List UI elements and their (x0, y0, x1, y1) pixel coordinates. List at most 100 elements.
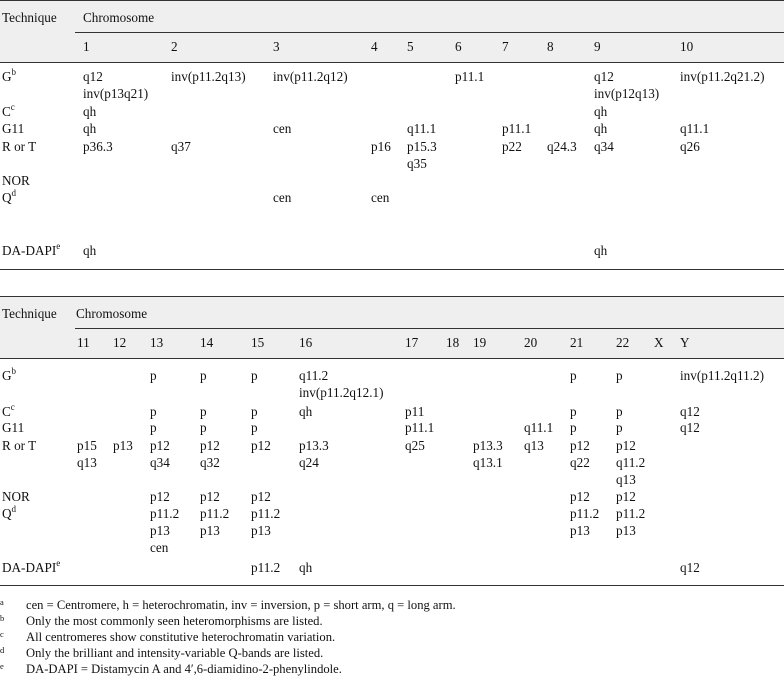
footnote-ref: c (10, 401, 15, 412)
column-header-rule (0, 358, 784, 359)
footnote-mark: d (0, 645, 5, 655)
row-label-text: C (2, 404, 11, 419)
table-cell: p12 (200, 438, 220, 453)
table-cell: p (251, 368, 258, 383)
footnote-ref: b (11, 365, 17, 376)
table-cell: p (251, 404, 258, 419)
table-cell: p16 (371, 139, 391, 154)
footnote-ref: e (56, 557, 61, 568)
row-label: G11 (2, 419, 24, 436)
table-cell: q11.2 (616, 455, 646, 470)
footnotes: a cen = Centromere, h = heterochromatin,… (0, 586, 784, 688)
table-cell: q26 (680, 139, 700, 154)
table-cell: p (570, 404, 577, 419)
row-label: R or T (2, 437, 36, 454)
row-label: Gb (2, 365, 17, 384)
row-label-text: G11 (2, 420, 25, 435)
table-cell: qh (83, 104, 97, 119)
table-cell: p (200, 404, 207, 419)
table-cell: p12 (616, 489, 636, 504)
table-cell: q11.1 (524, 420, 554, 435)
row-label-text: Q (2, 190, 12, 205)
table-cell: p11.2 (251, 506, 281, 521)
table-cell: inv(p11.2q12) (273, 69, 348, 84)
row-label-text: DA-DAPI (2, 243, 57, 258)
table-cell: p13 (150, 523, 170, 538)
footnote-mark: c (0, 629, 4, 639)
technique-header: Technique (2, 10, 57, 25)
column-header: X (654, 335, 664, 350)
footnote-text: Only the brilliant and intensity-variabl… (26, 646, 324, 660)
table-cell: inv(p11.2q11.2) (680, 368, 764, 383)
table-cell: q12 (680, 560, 700, 575)
table-cell: p (570, 420, 577, 435)
chromosome-header-rule (75, 32, 784, 33)
table-cell: q12 (680, 420, 700, 435)
technique-header: Technique (2, 306, 57, 321)
column-header: 4 (371, 39, 378, 54)
row-label: DA-DAPIe (2, 240, 61, 259)
table-cell: qh (299, 560, 313, 575)
row-label-text: R or T (2, 139, 37, 154)
table-cell: p11.2 (570, 506, 600, 521)
table-cell: q34 (150, 455, 170, 470)
table-panel-1: Technique Chromosome 1 2 3 4 5 6 7 8 9 10 Gb q12 inv… (0, 0, 784, 270)
table-cell: q11.1 (680, 121, 710, 136)
table-cell: p13.3 (473, 438, 503, 453)
table-cell: p (616, 368, 623, 383)
table-panel-2: Technique Chromosome 11 12 13 14 15 16 17 18 19 2… (0, 296, 784, 586)
column-header: 1 (83, 39, 90, 54)
footnote-text: All centromeres show constitutive hetero… (26, 630, 336, 644)
table-cell: p12 (200, 489, 220, 504)
column-header: 22 (616, 335, 630, 350)
footnote-text: DA-DAPI = Distamycin A and 4′,6-diamidin… (26, 662, 342, 676)
table-cell: qh (594, 243, 608, 258)
table-cell: inv(p12q13) (594, 86, 660, 101)
table-cell: p12 (616, 438, 636, 453)
table-cell: p (150, 368, 157, 383)
column-header: 15 (251, 335, 265, 350)
row-label: Cc (2, 401, 15, 420)
table-cell: p11.2 (200, 506, 230, 521)
table-cell: p (251, 420, 258, 435)
table-cell: q22 (570, 455, 590, 470)
table-cell: cen (273, 121, 292, 136)
table-cell: q32 (200, 455, 220, 470)
table-cell: q13 (77, 455, 97, 470)
table-cell: p12 (570, 489, 590, 504)
table-cell: p12 (251, 438, 271, 453)
column-header: 8 (547, 39, 554, 54)
table-cell: q12 (680, 404, 700, 419)
row-label: NOR (2, 488, 30, 505)
column-header: Y (680, 335, 690, 350)
table-cell: p13.3 (299, 438, 329, 453)
table-cell: q34 (594, 139, 614, 154)
column-header: 9 (594, 39, 601, 54)
row-label: Gb (2, 66, 17, 85)
footnote-ref: b (11, 66, 17, 77)
footnote-ref: d (11, 503, 17, 514)
table-cell: p (200, 368, 207, 383)
table-cell: q13.1 (473, 455, 503, 470)
footnote-text: Only the most commonly seen heteromorphi… (26, 614, 323, 628)
table-cell: q35 (407, 156, 427, 171)
table-cell: inv(p11.2q21.2) (680, 69, 765, 84)
table-cell: p (150, 420, 157, 435)
footnote-text: cen = Centromere, h = heterochromatin, i… (26, 598, 456, 612)
footnote-ref: e (56, 240, 61, 251)
table-bottom-rule (0, 585, 784, 586)
table-cell: p13 (251, 523, 271, 538)
table-cell: p11.2 (150, 506, 180, 521)
table-cell: q11.2 (299, 368, 329, 383)
row-label-text: R or T (2, 438, 37, 453)
column-header: 2 (171, 39, 178, 54)
table-cell: p11.1 (405, 420, 435, 435)
row-label: G11 (2, 120, 24, 137)
chromosome-header: Chromosome (76, 306, 148, 321)
footnote-mark: b (0, 613, 5, 623)
table-header-band (0, 0, 784, 62)
chromosome-header: Chromosome (83, 10, 155, 25)
footnote-mark: a (0, 597, 4, 607)
table-cell: p12 (570, 438, 590, 453)
table-cell: p22 (502, 139, 522, 154)
